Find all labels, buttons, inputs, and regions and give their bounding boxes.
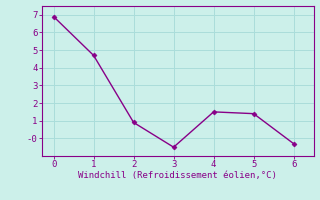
X-axis label: Windchill (Refroidissement éolien,°C): Windchill (Refroidissement éolien,°C) <box>78 171 277 180</box>
